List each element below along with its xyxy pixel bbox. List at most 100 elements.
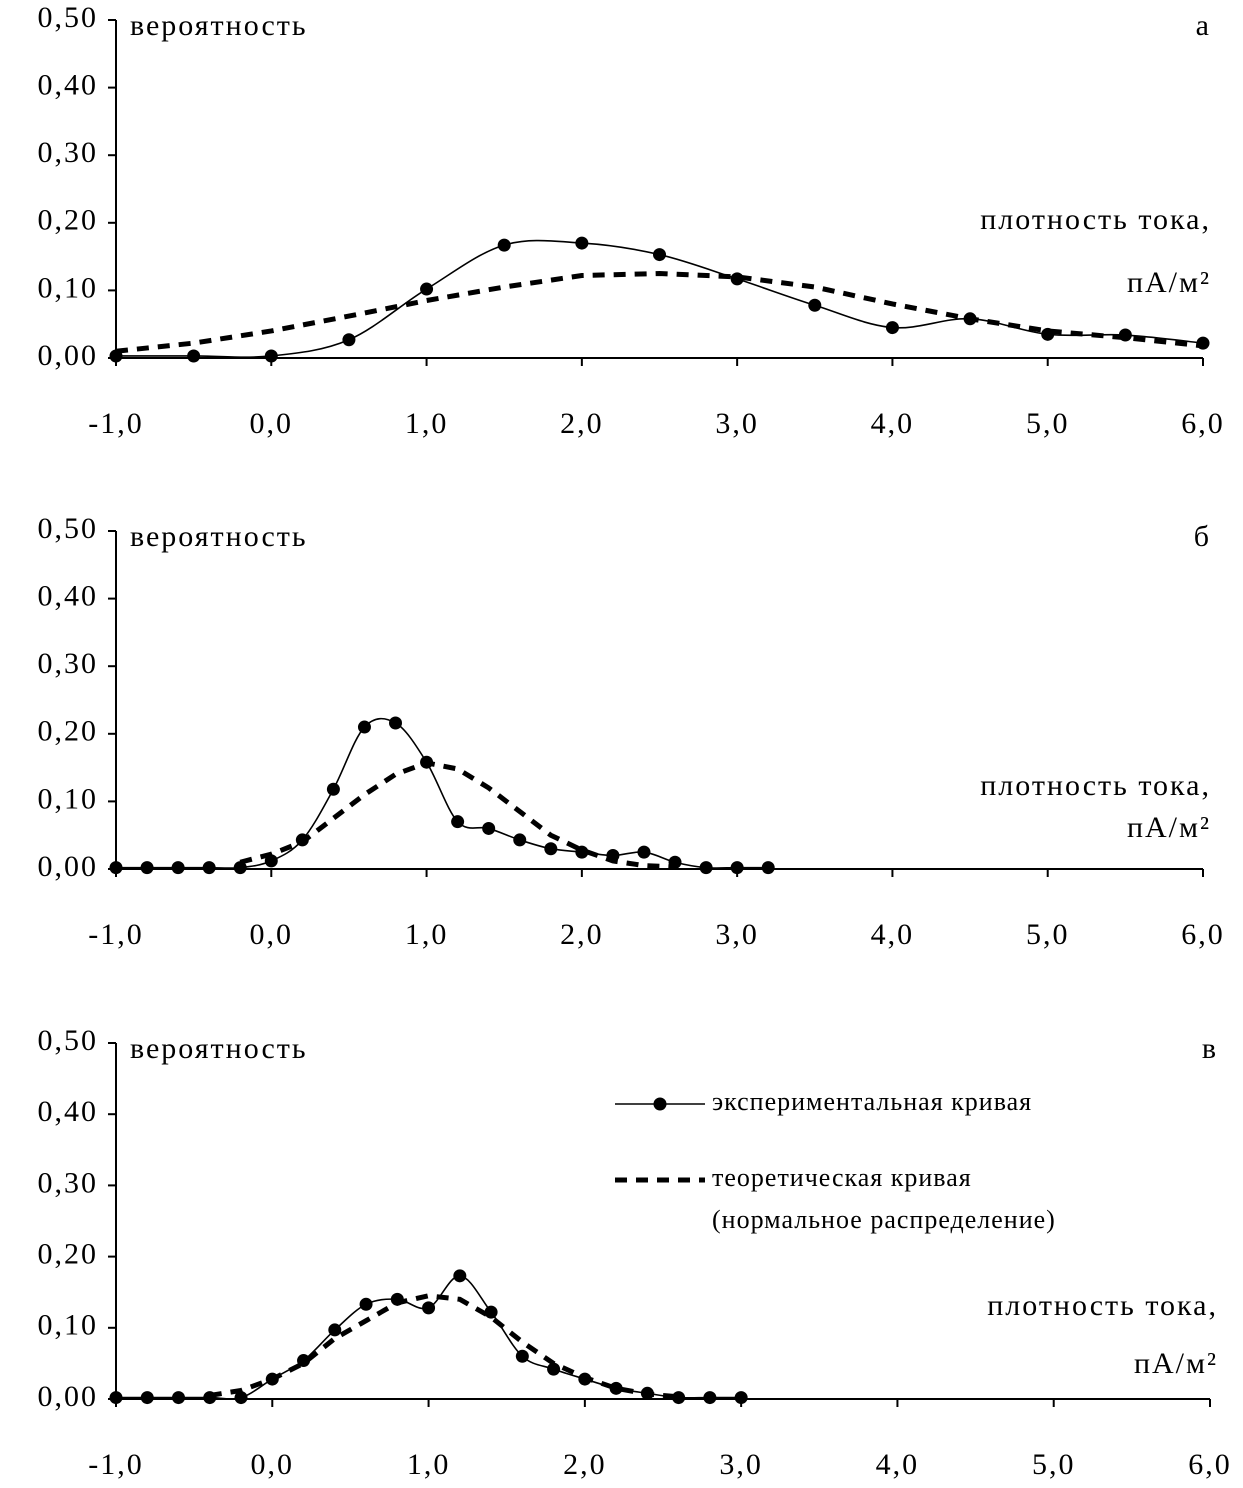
- data-point: [703, 1391, 717, 1405]
- data-point: [328, 1323, 342, 1337]
- legend-label: экспериментальная кривая: [712, 1087, 1032, 1116]
- data-point: [109, 861, 123, 875]
- data-point: [171, 861, 185, 875]
- x-axis-label: плотность тока,: [980, 203, 1211, 236]
- x-tick-label: 5,0: [1026, 407, 1070, 440]
- data-point: [202, 861, 216, 875]
- panel-label: б: [1194, 520, 1211, 553]
- data-point: [699, 861, 713, 875]
- y-axis-label: вероятность: [130, 9, 308, 42]
- data-point: [187, 349, 201, 363]
- x-tick-label: 6,0: [1181, 407, 1225, 440]
- x-tick-label: -1,0: [88, 407, 144, 440]
- legend-marker: [653, 1097, 667, 1111]
- data-point: [761, 861, 775, 875]
- data-point: [515, 1349, 529, 1363]
- y-tick-label: 0,10: [38, 782, 99, 815]
- chart-panel: 0,00 0,10 0,20 0,30 0,40 0,50 -1,0 0,0 1,0 2,0 3,0…: [38, 1024, 1232, 1481]
- legend-label: (нормальное распределение): [712, 1205, 1056, 1234]
- y-tick-label: 0,20: [38, 715, 99, 748]
- y-tick-label: 0,00: [38, 339, 99, 372]
- y-tick-label: 0,40: [38, 579, 99, 612]
- x-tick-label: -1,0: [88, 918, 144, 951]
- x-tick-label: 6,0: [1188, 1448, 1232, 1481]
- x-tick-label: 1,0: [405, 918, 449, 951]
- x-tick-label: 1,0: [407, 1448, 451, 1481]
- data-point: [234, 1391, 248, 1405]
- y-axis-label: вероятность: [130, 1032, 308, 1065]
- panel-label: а: [1196, 9, 1211, 42]
- x-axis-label: пА/м²: [1134, 1347, 1218, 1380]
- chart-panel: 0,00 0,10 0,20 0,30 0,40 0,50 -1,0 0,0 1,0 2,0 3,0…: [38, 1, 1225, 440]
- y-tick-label: 0,40: [38, 68, 99, 101]
- data-point: [357, 720, 371, 734]
- data-point: [140, 1391, 154, 1405]
- y-tick-label: 0,10: [38, 271, 99, 304]
- data-point: [653, 248, 666, 262]
- x-tick-label: 0,0: [250, 918, 294, 951]
- data-point: [233, 861, 247, 875]
- data-point: [730, 861, 744, 875]
- data-point: [453, 1269, 467, 1283]
- y-tick-label: 0,30: [38, 1166, 99, 1199]
- x-tick-label: 2,0: [563, 1448, 607, 1481]
- x-tick-label: 6,0: [1181, 918, 1225, 951]
- y-tick-label: 0,00: [38, 850, 99, 883]
- theory-curve: [209, 1293, 679, 1400]
- data-point: [359, 1297, 373, 1311]
- x-tick-label: 4,0: [871, 407, 915, 440]
- x-tick-label: 3,0: [715, 407, 759, 440]
- x-tick-label: 0,0: [250, 407, 294, 440]
- data-point: [482, 821, 496, 835]
- y-tick-label: 0,40: [38, 1095, 99, 1128]
- x-axis-label: плотность тока,: [980, 769, 1211, 802]
- data-point: [544, 842, 558, 856]
- data-point: [734, 1391, 748, 1405]
- data-point: [484, 1305, 498, 1319]
- x-tick-label: 5,0: [1032, 1448, 1076, 1481]
- data-point: [389, 716, 403, 730]
- data-point: [422, 1301, 436, 1315]
- experimental-curve: [115, 717, 769, 869]
- data-point: [420, 282, 434, 296]
- data-point: [808, 298, 822, 312]
- data-point: [497, 238, 511, 252]
- y-tick-label: 0,50: [38, 1, 99, 34]
- x-tick-label: -1,0: [88, 1448, 144, 1481]
- data-point: [264, 854, 278, 868]
- x-axis-label: плотность тока,: [987, 1289, 1218, 1322]
- data-point: [264, 349, 278, 363]
- data-point: [672, 1391, 686, 1405]
- x-tick-label: 4,0: [876, 1448, 920, 1481]
- x-tick-label: 1,0: [405, 407, 449, 440]
- data-point: [109, 1391, 123, 1405]
- x-tick-label: 4,0: [871, 918, 915, 951]
- data-point: [297, 1354, 311, 1368]
- x-tick-label: 2,0: [560, 918, 604, 951]
- x-axis-label: пА/м²: [1127, 811, 1211, 844]
- chart-panel: 0,00 0,10 0,20 0,30 0,40 0,50 -1,0 0,0 1,0 2,0 3,0…: [38, 512, 1225, 951]
- data-point: [342, 333, 356, 347]
- data-point: [326, 782, 340, 796]
- y-tick-label: 0,50: [38, 512, 99, 545]
- y-axis-label: вероятность: [130, 520, 308, 553]
- y-tick-label: 0,20: [38, 204, 99, 237]
- y-tick-label: 0,00: [38, 1380, 99, 1413]
- x-axis-label: пА/м²: [1127, 266, 1211, 299]
- x-tick-label: 5,0: [1026, 918, 1070, 951]
- x-tick-label: 0,0: [251, 1448, 295, 1481]
- data-point: [575, 236, 589, 250]
- data-point: [451, 815, 465, 829]
- x-tick-label: 2,0: [560, 407, 604, 440]
- y-tick-label: 0,30: [38, 136, 99, 169]
- legend-label: теоретическая кривая: [712, 1163, 972, 1192]
- data-point: [885, 321, 899, 335]
- theory-curve: [115, 270, 1204, 354]
- x-tick-label: 3,0: [719, 1448, 763, 1481]
- data-point: [575, 845, 589, 859]
- y-tick-label: 0,50: [38, 1024, 99, 1057]
- y-tick-label: 0,20: [38, 1237, 99, 1270]
- data-point: [547, 1362, 561, 1376]
